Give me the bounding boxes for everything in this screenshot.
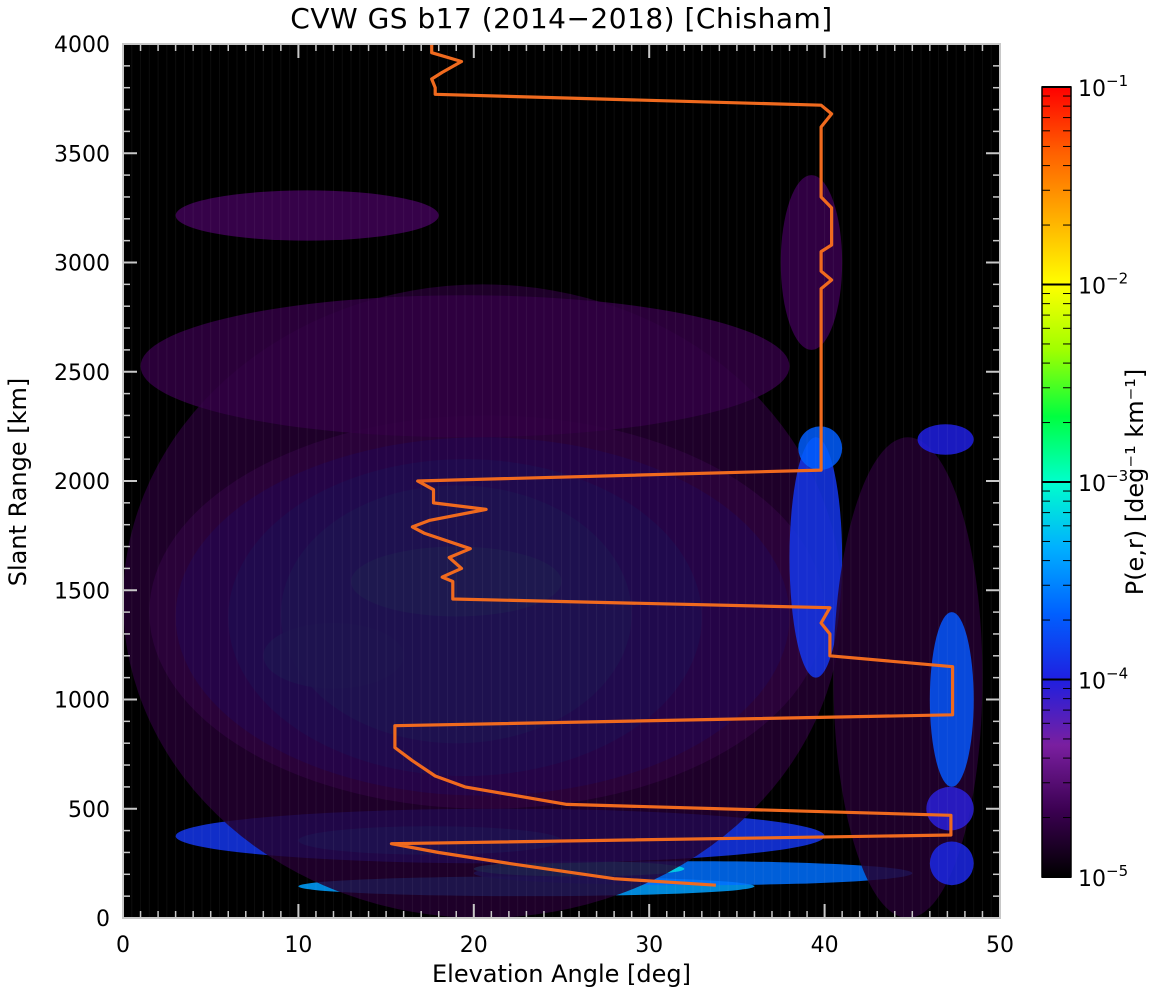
heatmap [123,44,1000,918]
density-region [780,175,843,350]
y-tick-label: 2000 [54,470,110,495]
y-tick-labels: 0 500 1000 1500 2000 2500 3000 3500 4000 [54,33,110,932]
plot-frame [122,43,1001,919]
x-tick-label: 30 [635,933,663,958]
x-tick-label: 50 [986,933,1014,958]
colorbar-tick-label: 10−2 [1078,270,1128,300]
x-tick-label: 40 [811,933,839,958]
x-tick-label: 10 [284,933,312,958]
chart-title: CVW GS b17 (2014−2018) [Chisham] [290,2,833,35]
y-tick-label: 0 [96,907,110,932]
y-tick-label: 1000 [54,689,110,714]
colorbar-ticks: 10−510−410−310−210−1 [1042,72,1128,892]
colorbar-tick-label: 10−5 [1078,862,1128,892]
x-tick-label: 20 [460,933,488,958]
y-tick-label: 3000 [54,252,110,277]
density-region [917,424,974,455]
density-region [140,295,790,438]
x-axis-label: Elevation Angle [deg] [432,960,691,988]
y-tick-label: 2500 [54,361,110,386]
y-tick-label: 3500 [54,142,110,167]
colorbar-tick-label: 10−4 [1078,665,1128,695]
colorbar-tick-label: 10−1 [1078,72,1128,102]
max-probability-curve [389,44,955,887]
y-axis-label: Slant Range [km] [4,377,32,587]
x-tick-label: 0 [116,933,130,958]
density-region [789,437,843,678]
x-tick-labels: 0 10 20 30 40 50 [116,933,1014,958]
density-region [175,190,439,241]
y-tick-label: 4000 [54,33,110,58]
y-tick-label: 1500 [54,579,110,604]
y-tick-label: 500 [68,798,110,823]
density-region [929,841,974,886]
density-region [926,786,974,831]
minor-ticks [123,44,1000,918]
colorbar-label: P(e,r) [deg⁻¹ km⁻¹] [1121,368,1149,596]
